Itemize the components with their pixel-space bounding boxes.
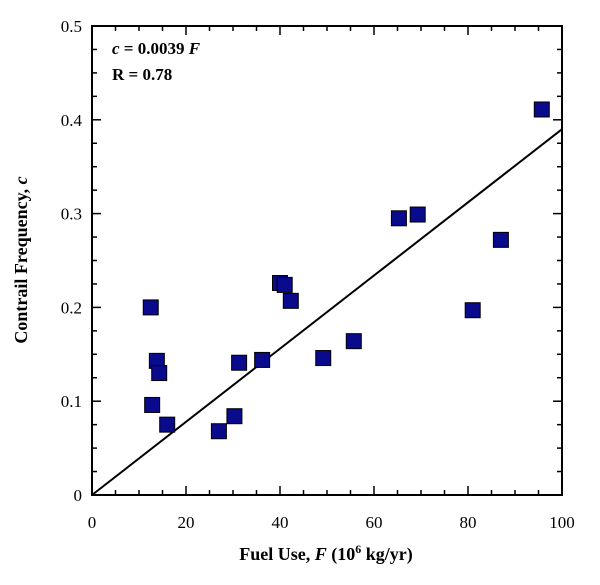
x-tick-label: 60	[366, 513, 383, 532]
data-point-marker	[226, 408, 243, 425]
x-tick-label: 100	[549, 513, 575, 532]
data-point-marker	[533, 101, 550, 118]
data-point-marker	[345, 333, 362, 350]
data-point-marker	[492, 231, 509, 248]
data-point-marker	[315, 350, 332, 367]
data-points	[142, 101, 550, 440]
data-point-marker	[276, 276, 293, 293]
y-tick-label: 0.3	[61, 205, 82, 224]
data-point-marker	[151, 365, 168, 382]
data-point-marker	[210, 423, 227, 440]
data-point-marker	[464, 302, 481, 319]
data-point-marker	[159, 416, 176, 433]
x-tick-label: 40	[272, 513, 289, 532]
data-point-marker	[142, 299, 159, 316]
data-point-marker	[390, 210, 407, 227]
y-tick-label: 0.1	[61, 392, 82, 411]
x-tick-label: 0	[88, 513, 97, 532]
y-tick-label: 0.5	[61, 17, 82, 36]
data-point-marker	[409, 206, 426, 223]
y-tick-label: 0.4	[61, 111, 83, 130]
correlation-annotation: R = 0.78	[112, 65, 172, 84]
x-axis-title: Fuel Use, F (106 kg/yr)	[239, 542, 413, 565]
fit-equation-annotation: c = 0.0039 F	[112, 39, 201, 58]
x-tick-label: 80	[460, 513, 477, 532]
regression-line	[91, 128, 563, 496]
tick-labels: 0 20 40 60 80 100 0 0.1 0.2 0.3 0.4 0.5	[61, 17, 575, 532]
data-point-marker	[144, 396, 161, 413]
y-tick-label: 0.2	[61, 298, 82, 317]
x-tick-label: 20	[178, 513, 195, 532]
data-point-marker	[282, 292, 299, 309]
data-point-marker	[231, 354, 248, 371]
plot-frame	[91, 25, 563, 496]
y-tick-label: 0	[74, 486, 83, 505]
data-point-marker	[254, 351, 271, 368]
y-axis-title: Contrail Frequency, c	[11, 176, 31, 343]
